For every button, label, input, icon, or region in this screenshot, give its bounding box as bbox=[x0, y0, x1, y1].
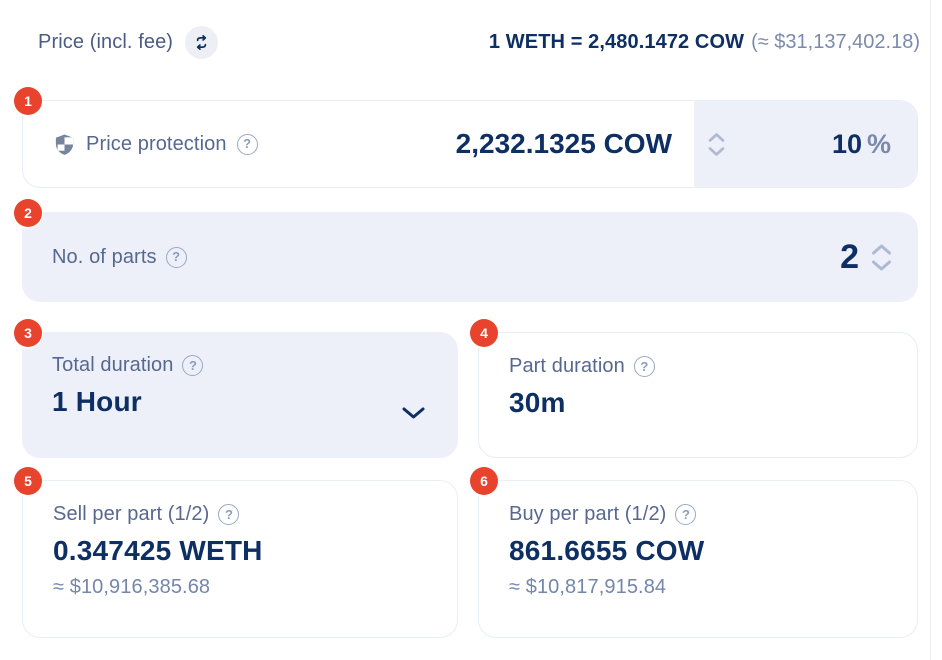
sell-per-part-value: 0.347425 WETH bbox=[53, 535, 263, 566]
chevron-down-icon bbox=[401, 406, 426, 425]
price-row: Price (incl. fee) 1 WETH = 2,480.1472 CO… bbox=[38, 24, 920, 60]
invert-price-button[interactable] bbox=[185, 25, 219, 59]
num-parts-input[interactable]: 2 bbox=[840, 237, 859, 276]
total-duration-dropdown[interactable]: Total duration ? 1 Hour bbox=[22, 332, 458, 458]
step-badge-2: 2 bbox=[14, 199, 42, 227]
percent-stepper[interactable] bbox=[708, 132, 725, 156]
num-parts-card: No. of parts ? 2 bbox=[22, 212, 918, 302]
step-badge-6: 6 bbox=[470, 467, 498, 495]
market-price: 1 WETH = 2,480.1472 COW (≈ $31,137,402.1… bbox=[489, 31, 920, 54]
percent-value: 10 bbox=[831, 128, 862, 159]
sell-per-part-help-icon[interactable]: ? bbox=[218, 504, 240, 525]
num-parts-stepper[interactable] bbox=[871, 244, 892, 271]
price-protection-help-icon[interactable]: ? bbox=[236, 133, 258, 155]
part-duration-card: Part duration ? 30m bbox=[478, 332, 918, 458]
part-duration-value: 30m bbox=[509, 387, 566, 418]
market-price-usd: (≈ $31,137,402.18) bbox=[751, 30, 920, 53]
percent-symbol: % bbox=[866, 128, 891, 159]
price-protection-percent-panel: 10% bbox=[694, 101, 917, 187]
step-badge-4: 4 bbox=[470, 319, 498, 347]
num-parts-label: No. of parts bbox=[52, 245, 157, 268]
buy-per-part-value: 861.6655 COW bbox=[509, 535, 705, 566]
part-duration-label: Part duration bbox=[509, 355, 625, 377]
container-right-edge bbox=[930, 0, 931, 660]
step-badge-5: 5 bbox=[14, 467, 42, 495]
sell-per-part-label: Sell per part (1/2) bbox=[53, 503, 210, 525]
num-parts-help-icon[interactable]: ? bbox=[165, 246, 187, 268]
total-duration-help-icon[interactable]: ? bbox=[182, 355, 204, 376]
price-protection-amount-input[interactable]: 2,232.1325 COW bbox=[455, 128, 672, 159]
step-badge-1: 1 bbox=[14, 87, 42, 115]
total-duration-label: Total duration bbox=[52, 354, 174, 376]
price-row-label: Price (incl. fee) bbox=[38, 30, 174, 53]
buy-per-part-card: Buy per part (1/2) ? 861.6655 COW ≈ $10,… bbox=[478, 480, 918, 638]
price-protection-label: Price protection bbox=[86, 132, 227, 155]
step-badge-3: 3 bbox=[14, 319, 42, 347]
buy-per-part-usd: ≈ $10,817,915.84 bbox=[509, 576, 667, 598]
percent-input[interactable]: 10% bbox=[832, 129, 891, 160]
buy-per-part-help-icon[interactable]: ? bbox=[675, 504, 697, 525]
shield-icon bbox=[53, 133, 76, 156]
price-protection-card: Price protection ? 2,232.1325 COW 10% bbox=[22, 100, 918, 188]
swap-arrows-icon bbox=[193, 34, 210, 51]
total-duration-value: 1 Hour bbox=[52, 386, 142, 417]
sell-per-part-card: Sell per part (1/2) ? 0.347425 WETH ≈ $1… bbox=[22, 480, 458, 638]
part-duration-help-icon[interactable]: ? bbox=[633, 356, 655, 377]
sell-per-part-usd: ≈ $10,916,385.68 bbox=[53, 576, 211, 598]
market-price-main: 1 WETH = 2,480.1472 COW bbox=[488, 30, 745, 53]
buy-per-part-label: Buy per part (1/2) bbox=[509, 503, 667, 525]
